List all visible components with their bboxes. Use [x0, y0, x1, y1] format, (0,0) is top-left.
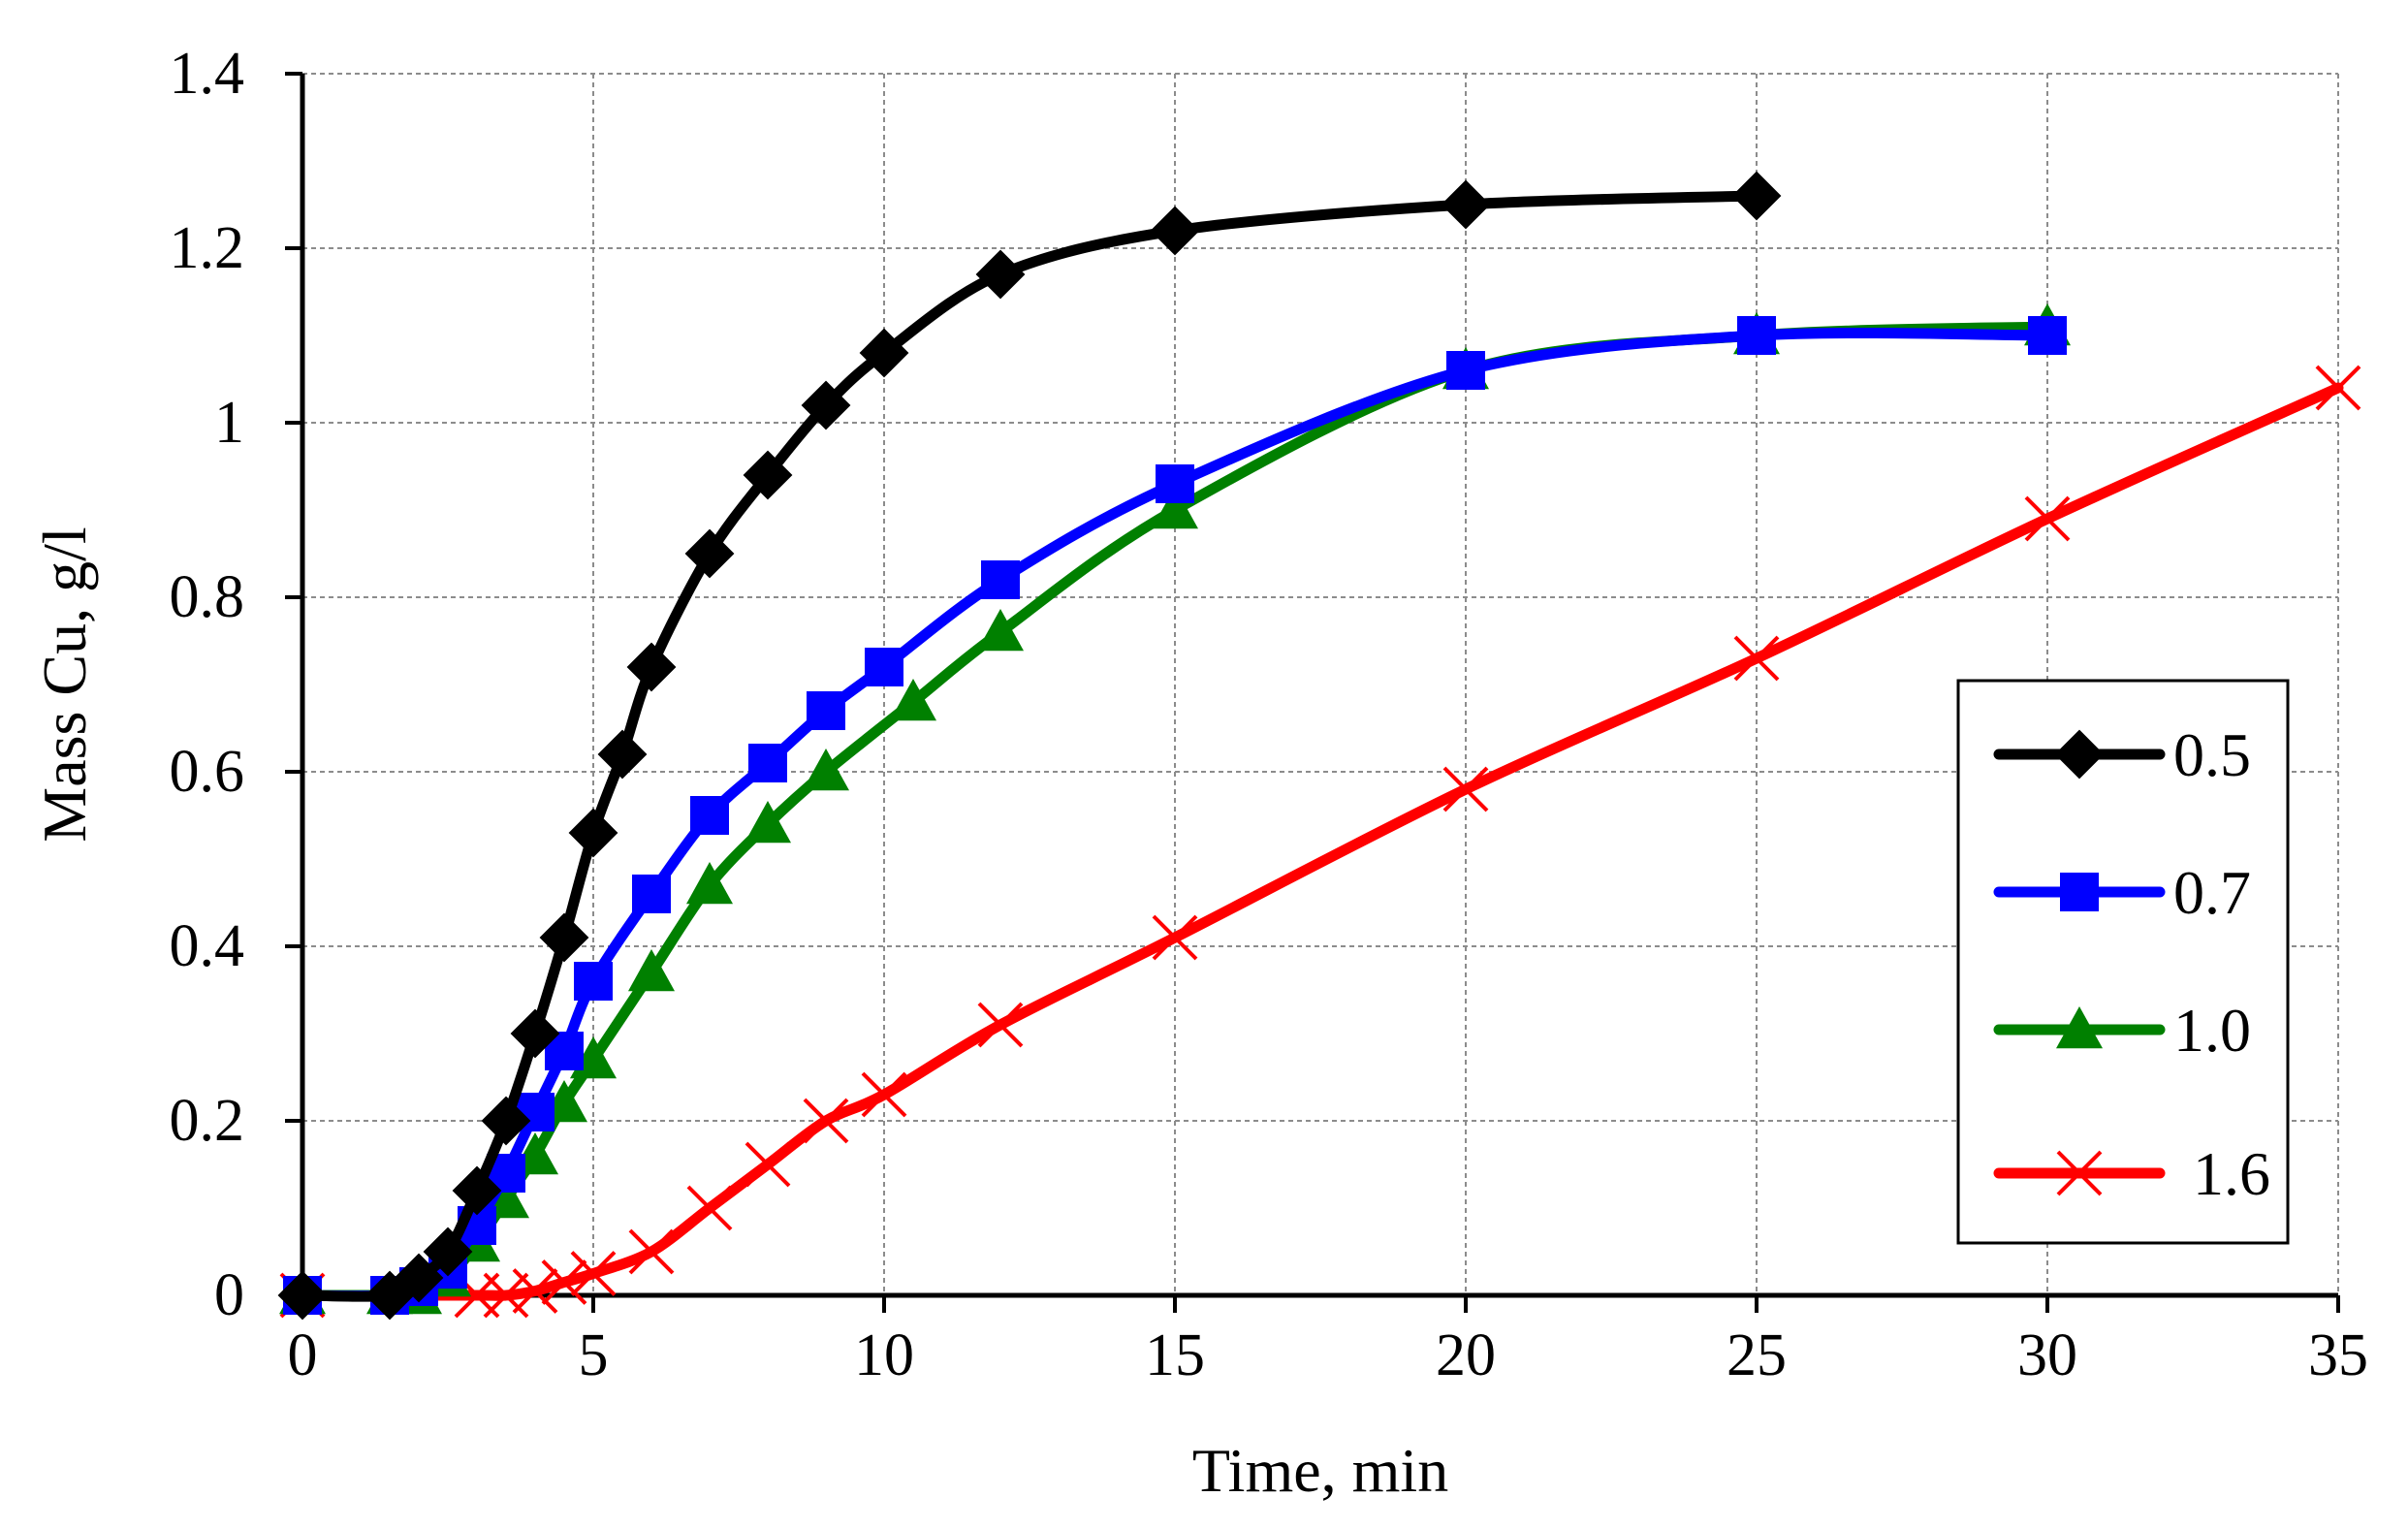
data-point-0-5-6 — [510, 1008, 560, 1059]
legend-item-1-0: 1.0 — [1993, 996, 2251, 1065]
data-point-1-6-8 — [745, 1141, 791, 1188]
data-point-0-5-2 — [394, 1253, 444, 1303]
x-tick-label-25: 25 — [1727, 1322, 1787, 1388]
y-tick-label-0-4: 0.4 — [170, 913, 245, 979]
data-point-1-6-7 — [686, 1185, 733, 1231]
legend-item-0-5: 0.5 — [1993, 720, 2251, 789]
series-1-6 — [279, 365, 2361, 1319]
data-point-1-6-3 — [512, 1268, 558, 1314]
data-point-1-0-11 — [745, 801, 791, 844]
data-point-0-7-16 — [1446, 351, 1485, 390]
series-0-5 — [277, 171, 1782, 1321]
legend-item-1-6: 1.6 — [1993, 1139, 2270, 1208]
x-tick-label-20: 20 — [1436, 1322, 1496, 1388]
data-point-1-6-14 — [1733, 635, 1780, 682]
y-tick-label-0-2: 0.2 — [170, 1088, 245, 1154]
x-tick-label-5: 5 — [579, 1322, 609, 1388]
data-point-0-5-16 — [1150, 206, 1200, 256]
data-point-1-6-2 — [483, 1272, 529, 1319]
data-point-1-0-12 — [803, 749, 849, 791]
data-point-1-6-11 — [977, 1002, 1024, 1048]
data-point-0-7-8 — [574, 962, 613, 1001]
data-point-0-7-13 — [865, 648, 903, 686]
series-layer — [277, 171, 2361, 1321]
data-point-0-7-14 — [981, 560, 1020, 599]
y-tick-label-0-6: 0.6 — [170, 739, 245, 805]
data-point-0-7-11 — [748, 744, 787, 782]
y-axis-title: Mass Cu, g/l — [30, 526, 99, 842]
legend-label-1-0: 1.0 — [2173, 996, 2251, 1065]
data-point-0-7-12 — [807, 691, 845, 730]
data-point-0-5-14 — [859, 328, 909, 378]
legend: 0.5 0.7 1.0 1.6 — [1956, 679, 2290, 1245]
legend-marker-1-0 — [2056, 1006, 2103, 1049]
data-point-1-0-14 — [977, 609, 1024, 652]
x-tick-label-10: 10 — [854, 1322, 914, 1388]
data-point-0-7-9 — [632, 875, 671, 913]
data-point-0-5-0 — [277, 1270, 328, 1321]
legend-marker-0-5 — [2054, 729, 2105, 780]
data-point-0-5-15 — [975, 249, 1026, 300]
data-point-0-5-3 — [423, 1226, 473, 1277]
data-point-0-5-11 — [684, 528, 735, 579]
data-point-1-6-6 — [628, 1228, 675, 1275]
data-point-1-0-10 — [686, 862, 733, 905]
data-point-0-5-8 — [568, 808, 618, 858]
data-point-1-6-9 — [803, 1098, 849, 1144]
data-point-0-5-10 — [626, 642, 677, 692]
data-point-1-6-4 — [541, 1259, 587, 1305]
legend-label-0-7: 0.7 — [2173, 858, 2251, 927]
data-point-0-5-18 — [1731, 171, 1782, 221]
x-tick-label-35: 35 — [2308, 1322, 2368, 1388]
data-point-0-5-5 — [481, 1096, 531, 1146]
y-tick-label-0-8: 0.8 — [170, 564, 245, 630]
data-point-0-5-7 — [539, 912, 589, 963]
data-point-1-6-12 — [1152, 914, 1198, 961]
y-tick-label-1-2: 1.2 — [170, 215, 245, 281]
data-point-1-0-13 — [890, 679, 936, 721]
data-point-1-0-15 — [1152, 487, 1198, 529]
data-point-1-6-13 — [1442, 766, 1489, 812]
y-tick-label-0: 0 — [214, 1262, 244, 1328]
data-point-1-6-15 — [2024, 495, 2071, 542]
data-point-0-7-15 — [1156, 464, 1194, 503]
legend-item-0-7: 0.7 — [1993, 858, 2251, 927]
y-tick-label-1: 1 — [214, 390, 244, 456]
data-point-0-5-4 — [452, 1165, 502, 1216]
data-point-0-7-18 — [2028, 316, 2067, 355]
y-tick-label-1-4: 1.4 — [170, 41, 245, 107]
x-tick-label-30: 30 — [2017, 1322, 2077, 1388]
data-point-0-5-13 — [801, 380, 851, 430]
tick-labels: 0 5 10 15 20 25 30 35 0 0.2 0.4 0.6 0.8 1 1.2 1.4 — [170, 41, 2369, 1388]
data-point-0-5-17 — [1441, 179, 1491, 230]
data-point-1-6-16 — [2315, 365, 2361, 411]
x-tick-label-0: 0 — [288, 1322, 318, 1388]
legend-label-1-6: 1.6 — [2193, 1139, 2270, 1208]
legend-label-0-5: 0.5 — [2173, 720, 2251, 789]
series-0-7 — [283, 316, 2067, 1315]
x-axis-title: Time, min — [1192, 1436, 1448, 1505]
x-tick-label-15: 15 — [1145, 1322, 1205, 1388]
data-point-1-6-5 — [570, 1251, 617, 1296]
legend-marker-1-6 — [2056, 1150, 2103, 1196]
data-point-0-7-17 — [1737, 316, 1776, 355]
data-point-0-5-9 — [597, 729, 648, 780]
legend-box — [1956, 679, 2290, 1245]
data-point-1-6-10 — [861, 1071, 907, 1118]
data-point-0-7-10 — [690, 796, 729, 835]
legend-marker-0-7 — [2060, 873, 2099, 911]
data-point-0-5-12 — [743, 450, 793, 500]
data-point-1-0-9 — [628, 949, 675, 992]
plot-area — [277, 72, 2361, 1321]
